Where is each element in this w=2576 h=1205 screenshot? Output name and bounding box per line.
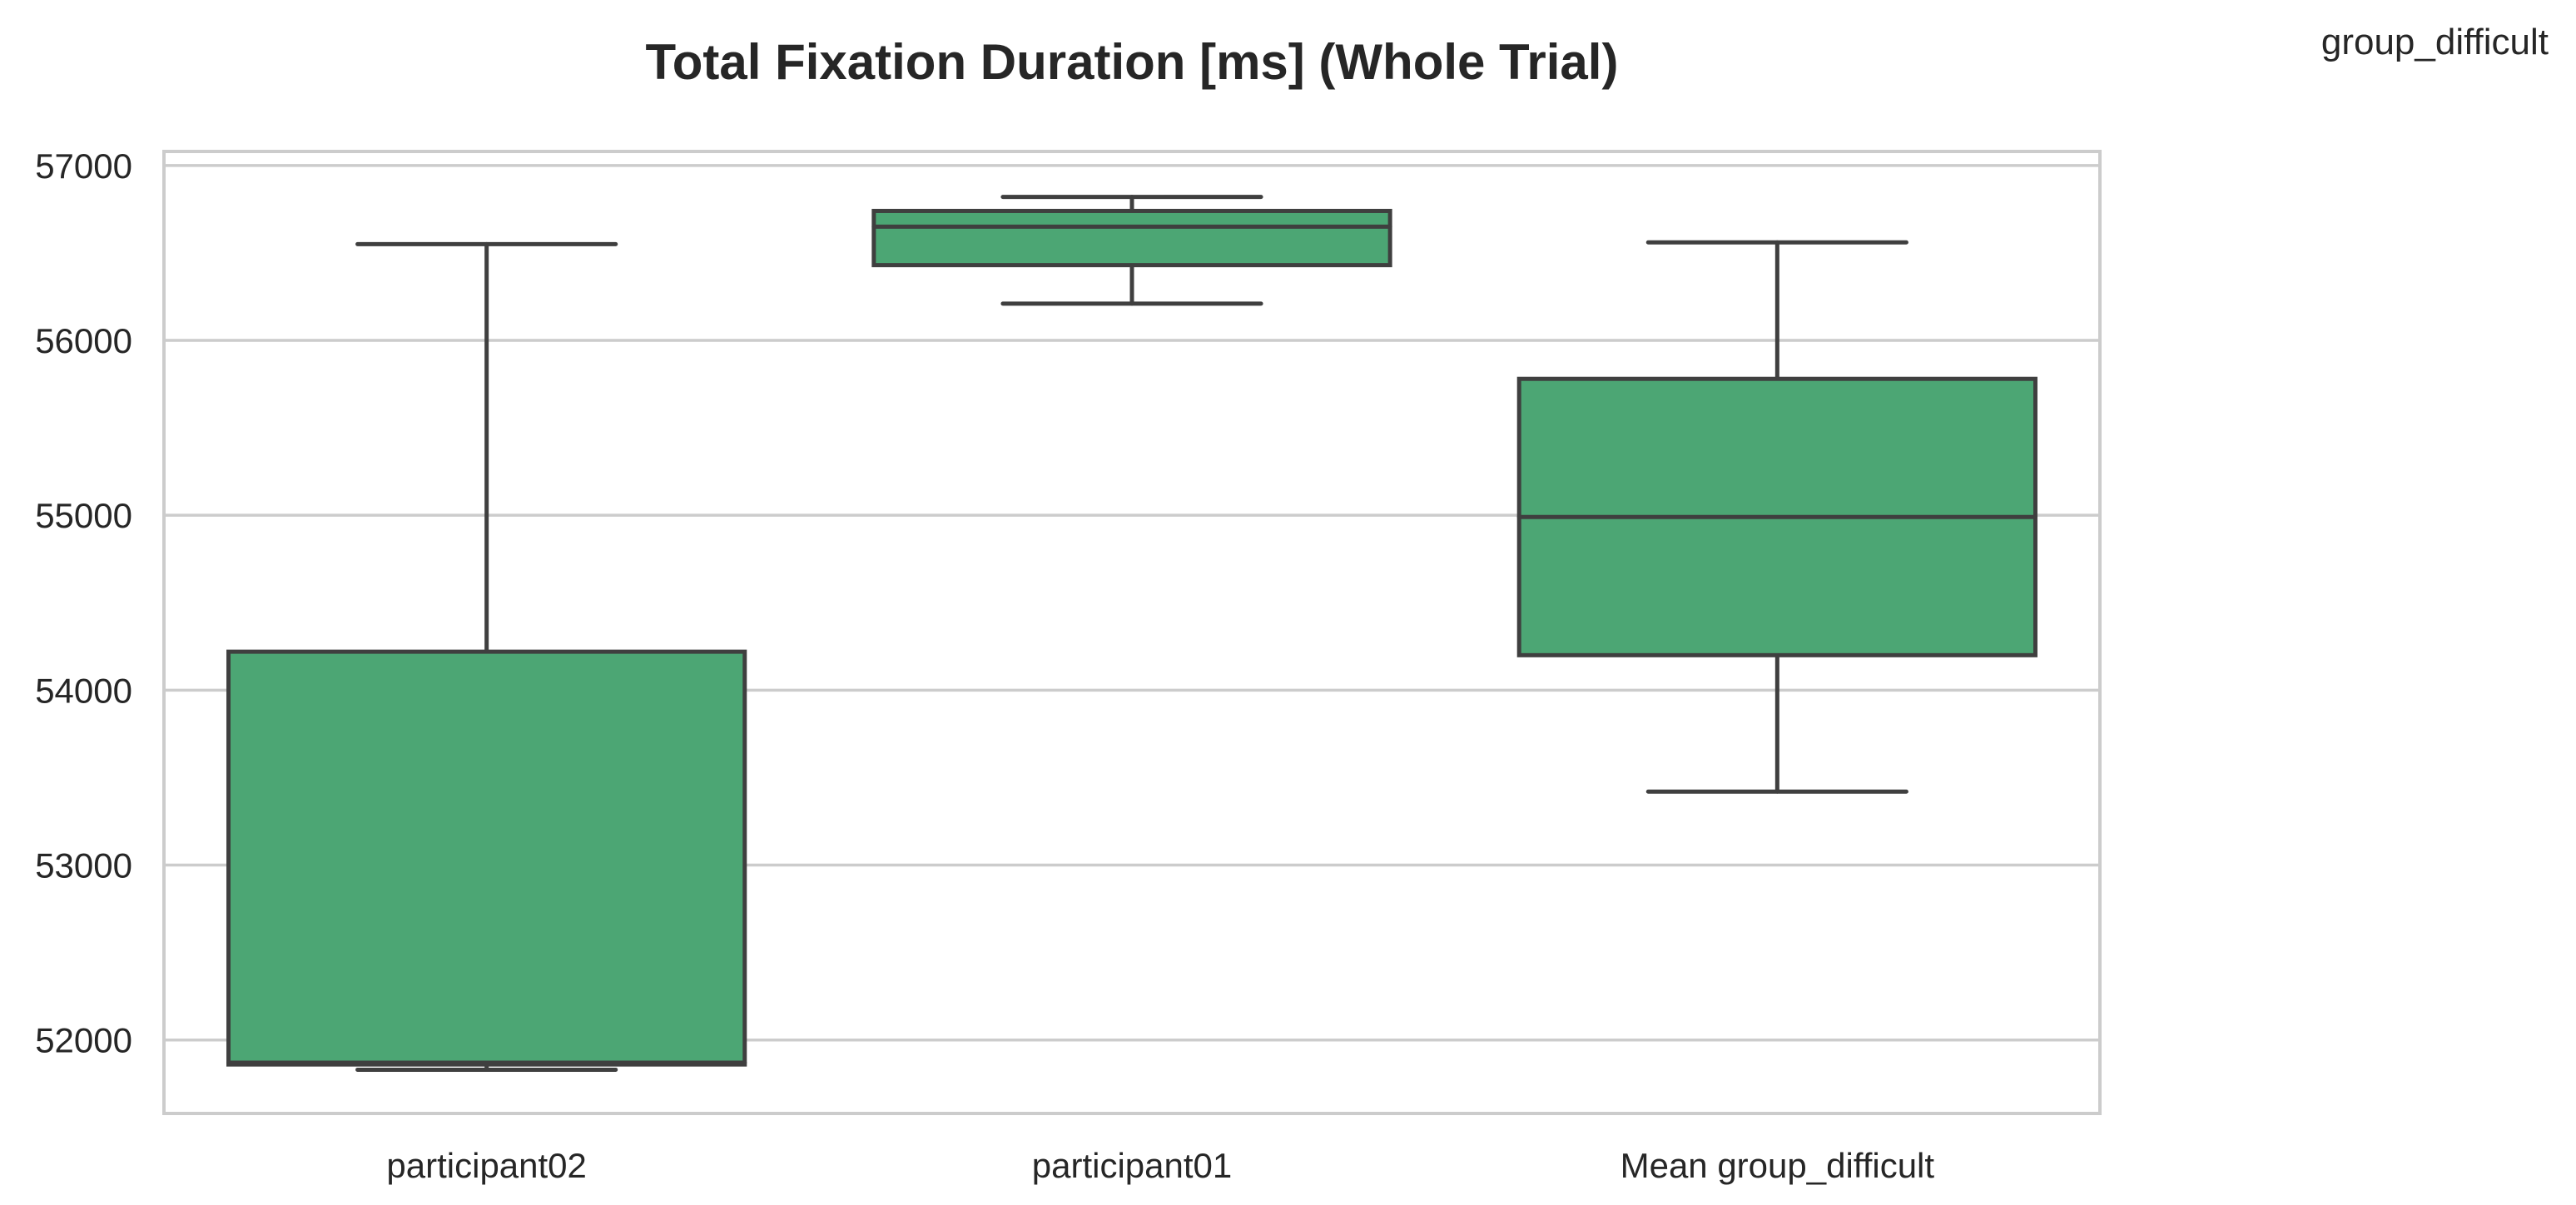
x-tick-label: participant02: [386, 1146, 587, 1185]
x-tick-label: Mean group_difficult: [1621, 1146, 1935, 1185]
y-tick-label: 54000: [35, 671, 132, 710]
y-tick-label: 55000: [35, 496, 132, 535]
box-group: [1516, 240, 2037, 794]
plot-frame: [162, 150, 2102, 1115]
x-tick-label: participant01: [1032, 1146, 1233, 1185]
y-tick-label: 57000: [35, 146, 132, 186]
box-body: [226, 649, 747, 1067]
y-axis-ticks: 52000 53000 54000 55000 56000 57000: [35, 146, 132, 1060]
x-axis-labels: participant02 participant01 Mean group_dif…: [386, 1146, 1934, 1185]
box-body: [871, 208, 1392, 268]
boxes: [226, 195, 2037, 1072]
y-tick-label: 53000: [35, 846, 132, 885]
legend-title: group_difficult: [2321, 22, 2549, 62]
y-tick-label: 56000: [35, 321, 132, 360]
y-tick-label: 52000: [35, 1021, 132, 1060]
chart-title: Total Fixation Duration [ms] (Whole Tria…: [646, 34, 1619, 90]
box-group: [871, 195, 1392, 306]
box-group: [226, 241, 747, 1072]
